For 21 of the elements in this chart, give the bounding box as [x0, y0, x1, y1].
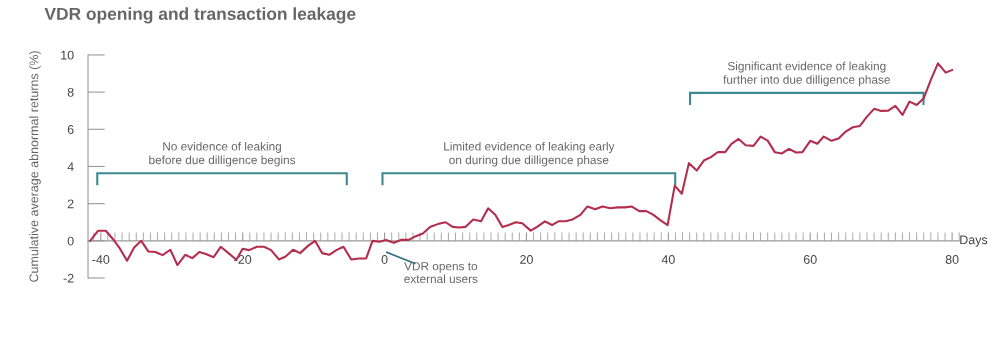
annotation: Limited evidence of leaking early on during due dilligence phase — [444, 141, 615, 167]
annotation: No evidence of leaking before due dilligence begins — [149, 141, 296, 167]
y-tick-label: 2 — [67, 199, 74, 209]
x-tick-label: 20 — [520, 255, 533, 264]
chart-title: VDR opening and transaction leakage — [44, 7, 356, 24]
x-tick-label: 80 — [945, 255, 959, 264]
x-tick-label: -40 — [92, 255, 110, 264]
annotation: VDR opens to external users — [404, 262, 478, 284]
y-tick-label: 0 — [67, 236, 74, 246]
x-axis-title: Days — [960, 235, 988, 247]
x-tick-label: 0 — [381, 255, 388, 264]
x-tick-label: 60 — [803, 255, 817, 264]
annotation: Significant evidence of leaking further into due dilligence phase — [723, 61, 890, 87]
x-tick-label: 40 — [661, 255, 675, 264]
x-tick-label: -20 — [234, 255, 252, 264]
y-tick-label: 8 — [67, 87, 74, 97]
y-tick-label: 10 — [61, 50, 74, 60]
y-tick-label: 6 — [67, 125, 74, 134]
y-tick-label: -2 — [63, 273, 74, 283]
y-tick-label: 4 — [67, 162, 74, 172]
y-axis-title: Cumulative average abnormal returns (%) — [29, 51, 41, 282]
